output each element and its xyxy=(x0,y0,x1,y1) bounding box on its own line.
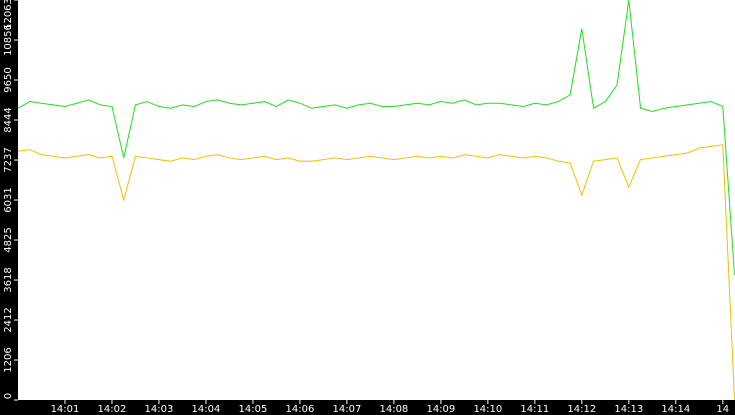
y-tick-label: 8444 xyxy=(3,107,14,132)
x-tick-label: 14:08 xyxy=(379,404,408,415)
y-tick-label: 2412 xyxy=(3,307,14,332)
x-tick-label: 14:06 xyxy=(285,404,314,415)
y-tick-label: 0 xyxy=(3,393,14,399)
y-tick-label: 12063 xyxy=(3,0,14,30)
x-tick-label: 14:14 xyxy=(661,404,690,415)
x-tick-label: 14:03 xyxy=(145,404,174,415)
y-tick-label: 4825 xyxy=(3,227,14,252)
series-line xyxy=(17,144,735,401)
x-tick-label: 14:10 xyxy=(473,404,502,415)
x-tick-label: 14:13 xyxy=(614,404,643,415)
x-tick-label: 14:01 xyxy=(51,404,80,415)
x-tick-label: 14:09 xyxy=(426,404,455,415)
y-tick-label: 3618 xyxy=(3,267,14,292)
y-tick-label: 1206 xyxy=(3,347,14,372)
x-tick-label: 14:07 xyxy=(332,404,361,415)
x-tick-label: 14:12 xyxy=(567,404,596,415)
y-tick-label: 7237 xyxy=(3,147,14,172)
y-tick-label: 6031 xyxy=(3,187,14,212)
x-tick-label: 14:11 xyxy=(520,404,549,415)
x-tick-label: 14:02 xyxy=(98,404,127,415)
y-tick-label: 9650 xyxy=(3,67,14,92)
y-tick-label: 10856 xyxy=(3,24,14,56)
x-tick-label: 14:05 xyxy=(239,404,268,415)
x-tick-label: 14:04 xyxy=(192,404,221,415)
x-tick-label: 14 xyxy=(716,404,729,415)
plot-area xyxy=(18,0,735,400)
series-line xyxy=(17,0,735,276)
